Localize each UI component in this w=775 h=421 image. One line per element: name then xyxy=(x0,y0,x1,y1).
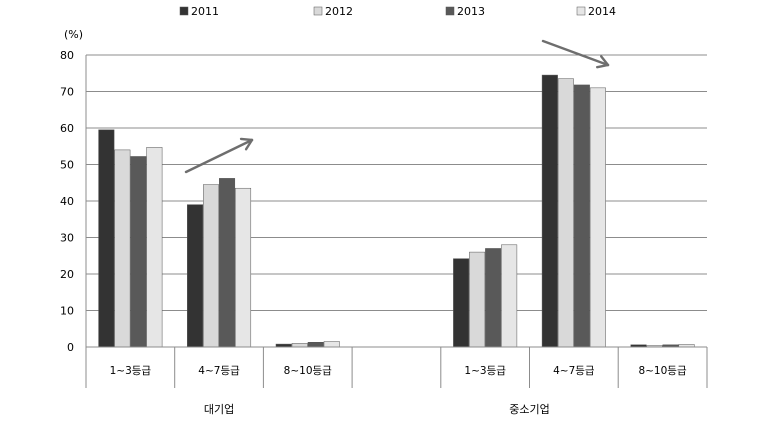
y-unit-label: (%) xyxy=(64,28,83,41)
bar-2012-4 xyxy=(557,78,574,348)
legend-label: 2011 xyxy=(191,5,219,18)
y-axis-ticks: 0 10 20 30 40 50 60 70 80 xyxy=(60,49,74,354)
bar-2011-4 xyxy=(541,74,558,348)
group-label: 중소기업 xyxy=(509,403,549,416)
y-tick-label: 0 xyxy=(67,341,74,354)
y-tick-label: 10 xyxy=(60,305,74,318)
legend-label: 2014 xyxy=(588,5,616,18)
bar-2012-3 xyxy=(469,251,486,348)
bar-2012-2 xyxy=(291,343,308,348)
category-label: 4~7등급 xyxy=(553,365,595,377)
legend-swatch xyxy=(313,6,323,16)
bar-2012-1 xyxy=(203,184,220,348)
y-tick-label: 30 xyxy=(60,232,74,245)
gridlines xyxy=(86,54,707,348)
bar-2013-0 xyxy=(130,156,147,348)
bar-2014-3 xyxy=(501,244,518,348)
trend-arrow-down xyxy=(541,39,610,69)
trend-arrows xyxy=(184,39,610,174)
y-tick-label: 20 xyxy=(60,268,74,281)
bar-2013-1 xyxy=(219,178,236,348)
category-label: 4~7등급 xyxy=(198,365,240,377)
axes xyxy=(85,55,708,388)
category-label: 8~10등급 xyxy=(284,365,332,377)
bar-2011-3 xyxy=(453,258,470,348)
bar-2014-4 xyxy=(589,87,606,348)
y-tick-label: 70 xyxy=(60,86,74,99)
legend-item-2012: 2012 xyxy=(313,5,353,18)
category-label: 1~3등급 xyxy=(464,365,506,377)
y-tick-label: 40 xyxy=(60,195,74,208)
trend-arrow-up xyxy=(184,137,254,174)
bar-2014-2 xyxy=(323,341,340,348)
legend-swatch xyxy=(179,6,189,16)
legend-item-2013: 2013 xyxy=(445,5,485,18)
legend-label: 2013 xyxy=(457,5,485,18)
bar-2014-1 xyxy=(235,187,252,348)
legend-swatch xyxy=(445,6,455,16)
category-label: 1~3등급 xyxy=(110,365,152,377)
bar-2014-0 xyxy=(146,147,163,348)
bar-2013-3 xyxy=(485,248,502,348)
group-label: 대기업 xyxy=(204,403,234,416)
group-labels: 대기업 중소기업 xyxy=(204,403,550,416)
category-label: 8~10등급 xyxy=(638,365,686,377)
legend-swatch xyxy=(576,6,586,16)
bar-2013-2 xyxy=(307,342,324,348)
legend: 2011 2012 2013 2014 xyxy=(179,5,616,18)
category-labels: 1~3등급 4~7등급 8~10등급 1~3등급 4~7등급 8~10등급 xyxy=(110,365,687,377)
legend-item-2014: 2014 xyxy=(576,5,616,18)
bar-2012-0 xyxy=(114,149,131,348)
bar-2011-0 xyxy=(98,129,115,348)
bar-2011-1 xyxy=(187,204,204,348)
bars xyxy=(98,74,695,348)
legend-item-2011: 2011 xyxy=(179,5,219,18)
bar-2013-4 xyxy=(573,84,590,348)
legend-label: 2012 xyxy=(325,5,353,18)
y-tick-label: 60 xyxy=(60,122,74,135)
y-tick-label: 50 xyxy=(60,159,74,172)
y-tick-label: 80 xyxy=(60,49,74,62)
